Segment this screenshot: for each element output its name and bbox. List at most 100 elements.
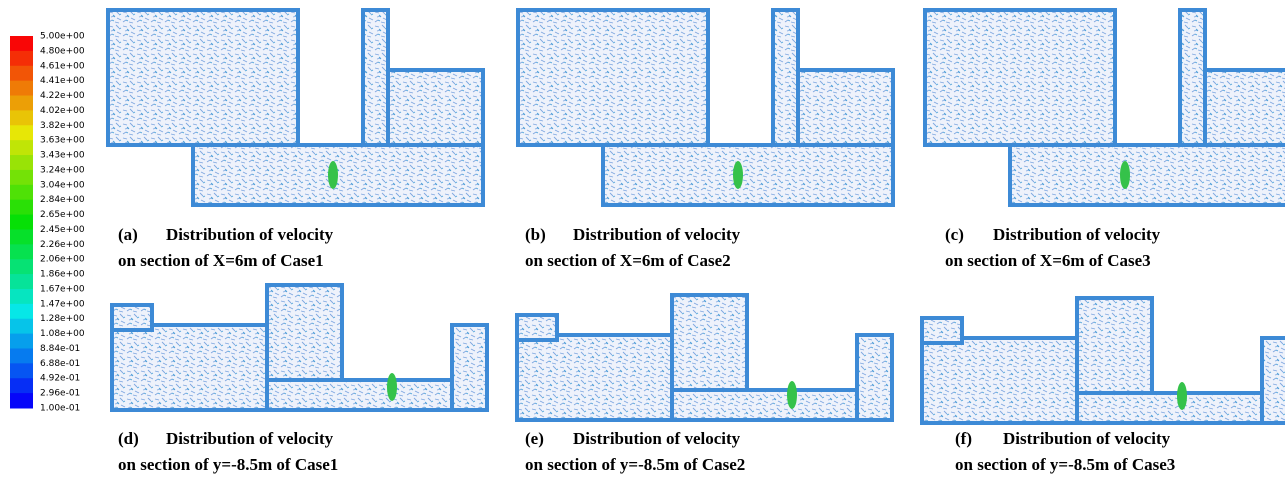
flow-region xyxy=(672,295,747,395)
flow-region xyxy=(798,70,893,150)
legend-label: 4.92e-01 xyxy=(40,374,80,384)
caption-title: Distribution of velocity xyxy=(573,429,741,448)
flow-region xyxy=(922,338,1077,423)
legend-label: 3.04e+00 xyxy=(40,180,85,190)
flow-region xyxy=(112,305,152,330)
jet-spot xyxy=(1120,161,1130,189)
caption-title: Distribution of velocity xyxy=(166,429,334,448)
flow-region xyxy=(452,325,487,410)
color-swatch xyxy=(10,334,33,349)
flow-region xyxy=(1077,298,1152,398)
caption-subtitle: on section of y=-8.5m of Case1 xyxy=(118,455,338,474)
color-swatch xyxy=(10,259,33,274)
flow-region xyxy=(1262,338,1285,423)
flow-region xyxy=(517,335,672,420)
caption-title: Distribution of velocity xyxy=(1003,429,1171,448)
color-swatch xyxy=(10,110,33,125)
color-swatch xyxy=(10,96,33,111)
jet-spot xyxy=(387,373,397,401)
color-swatch xyxy=(10,215,33,230)
figure: 5.00e+004.80e+004.61e+004.41e+004.22e+00… xyxy=(0,0,1285,481)
flow-region xyxy=(267,285,342,385)
jet-spot xyxy=(1177,382,1187,410)
caption-subtitle: on section of X=6m of Case2 xyxy=(525,251,731,270)
legend-label: 1.47e+00 xyxy=(40,299,85,309)
legend-label: 1.67e+00 xyxy=(40,284,85,294)
flow-region xyxy=(112,325,267,410)
velocity-panel xyxy=(112,285,487,410)
flow-region xyxy=(1180,10,1205,150)
flow-region xyxy=(517,315,557,340)
caption-label: (b) xyxy=(525,225,546,244)
caption-label: (c) xyxy=(945,225,964,244)
legend-label: 3.63e+00 xyxy=(40,136,85,146)
legend-label: 5.00e+00 xyxy=(40,32,85,42)
legend-label: 4.80e+00 xyxy=(40,46,85,56)
color-swatch xyxy=(10,244,33,259)
caption-subtitle: on section of y=-8.5m of Case2 xyxy=(525,455,745,474)
flow-region xyxy=(773,10,798,150)
flow-region xyxy=(108,10,298,145)
velocity-panel xyxy=(108,10,483,205)
color-swatch xyxy=(10,363,33,378)
legend-label: 4.02e+00 xyxy=(40,106,85,116)
legend-label: 2.45e+00 xyxy=(40,225,85,235)
color-swatch xyxy=(10,36,33,51)
caption-subtitle: on section of X=6m of Case1 xyxy=(118,251,324,270)
jet-spot xyxy=(733,161,743,189)
caption-title: Distribution of velocity xyxy=(166,225,334,244)
flow-region xyxy=(603,145,893,205)
color-swatch xyxy=(10,289,33,304)
flow-region xyxy=(267,380,457,410)
legend-label: 3.43e+00 xyxy=(40,151,85,161)
legend-label: 2.84e+00 xyxy=(40,195,85,205)
flow-region xyxy=(857,335,892,420)
color-swatch xyxy=(10,378,33,393)
legend-label: 1.00e-01 xyxy=(40,404,80,414)
flow-region xyxy=(363,10,388,150)
velocity-panel xyxy=(922,298,1285,423)
flow-region xyxy=(1010,145,1285,205)
color-swatch xyxy=(10,348,33,363)
color-swatch xyxy=(10,229,33,244)
legend-label: 4.41e+00 xyxy=(40,76,85,86)
color-swatch xyxy=(10,200,33,215)
legend-label: 2.06e+00 xyxy=(40,255,85,265)
color-swatch xyxy=(10,304,33,319)
panels: (a) Distribution of velocity on section of… xyxy=(108,10,1285,474)
color-swatch xyxy=(10,185,33,200)
caption-label: (a) xyxy=(118,225,138,244)
caption-title: Distribution of velocity xyxy=(993,225,1161,244)
color-swatch xyxy=(10,51,33,66)
legend-label: 4.61e+00 xyxy=(40,61,85,71)
legend-label: 3.24e+00 xyxy=(40,165,85,175)
color-swatch xyxy=(10,66,33,81)
flow-region xyxy=(925,10,1115,145)
legend-label: 6.88e-01 xyxy=(40,359,80,369)
legend-label: 3.82e+00 xyxy=(40,121,85,131)
color-legend: 5.00e+004.80e+004.61e+004.41e+004.22e+00… xyxy=(10,32,85,414)
jet-spot xyxy=(787,381,797,409)
color-swatch xyxy=(10,319,33,334)
flow-region xyxy=(1077,393,1267,423)
caption-label: (e) xyxy=(525,429,544,448)
color-swatch xyxy=(10,81,33,96)
legend-label: 1.86e+00 xyxy=(40,270,85,280)
flow-region xyxy=(518,10,708,145)
color-swatch xyxy=(10,274,33,289)
legend-label: 2.65e+00 xyxy=(40,210,85,220)
color-swatch xyxy=(10,170,33,185)
legend-label: 1.28e+00 xyxy=(40,314,85,324)
caption-label: (f) xyxy=(955,429,972,448)
velocity-panel xyxy=(517,295,892,420)
caption-subtitle: on section of y=-8.5m of Case3 xyxy=(955,455,1175,474)
color-swatch xyxy=(10,125,33,140)
flow-region xyxy=(922,318,962,343)
color-swatch xyxy=(10,155,33,170)
legend-label: 1.08e+00 xyxy=(40,329,85,339)
legend-label: 2.26e+00 xyxy=(40,240,85,250)
velocity-panel xyxy=(518,10,893,205)
color-swatch xyxy=(10,140,33,155)
flow-region xyxy=(672,390,862,420)
caption-label: (d) xyxy=(118,429,139,448)
